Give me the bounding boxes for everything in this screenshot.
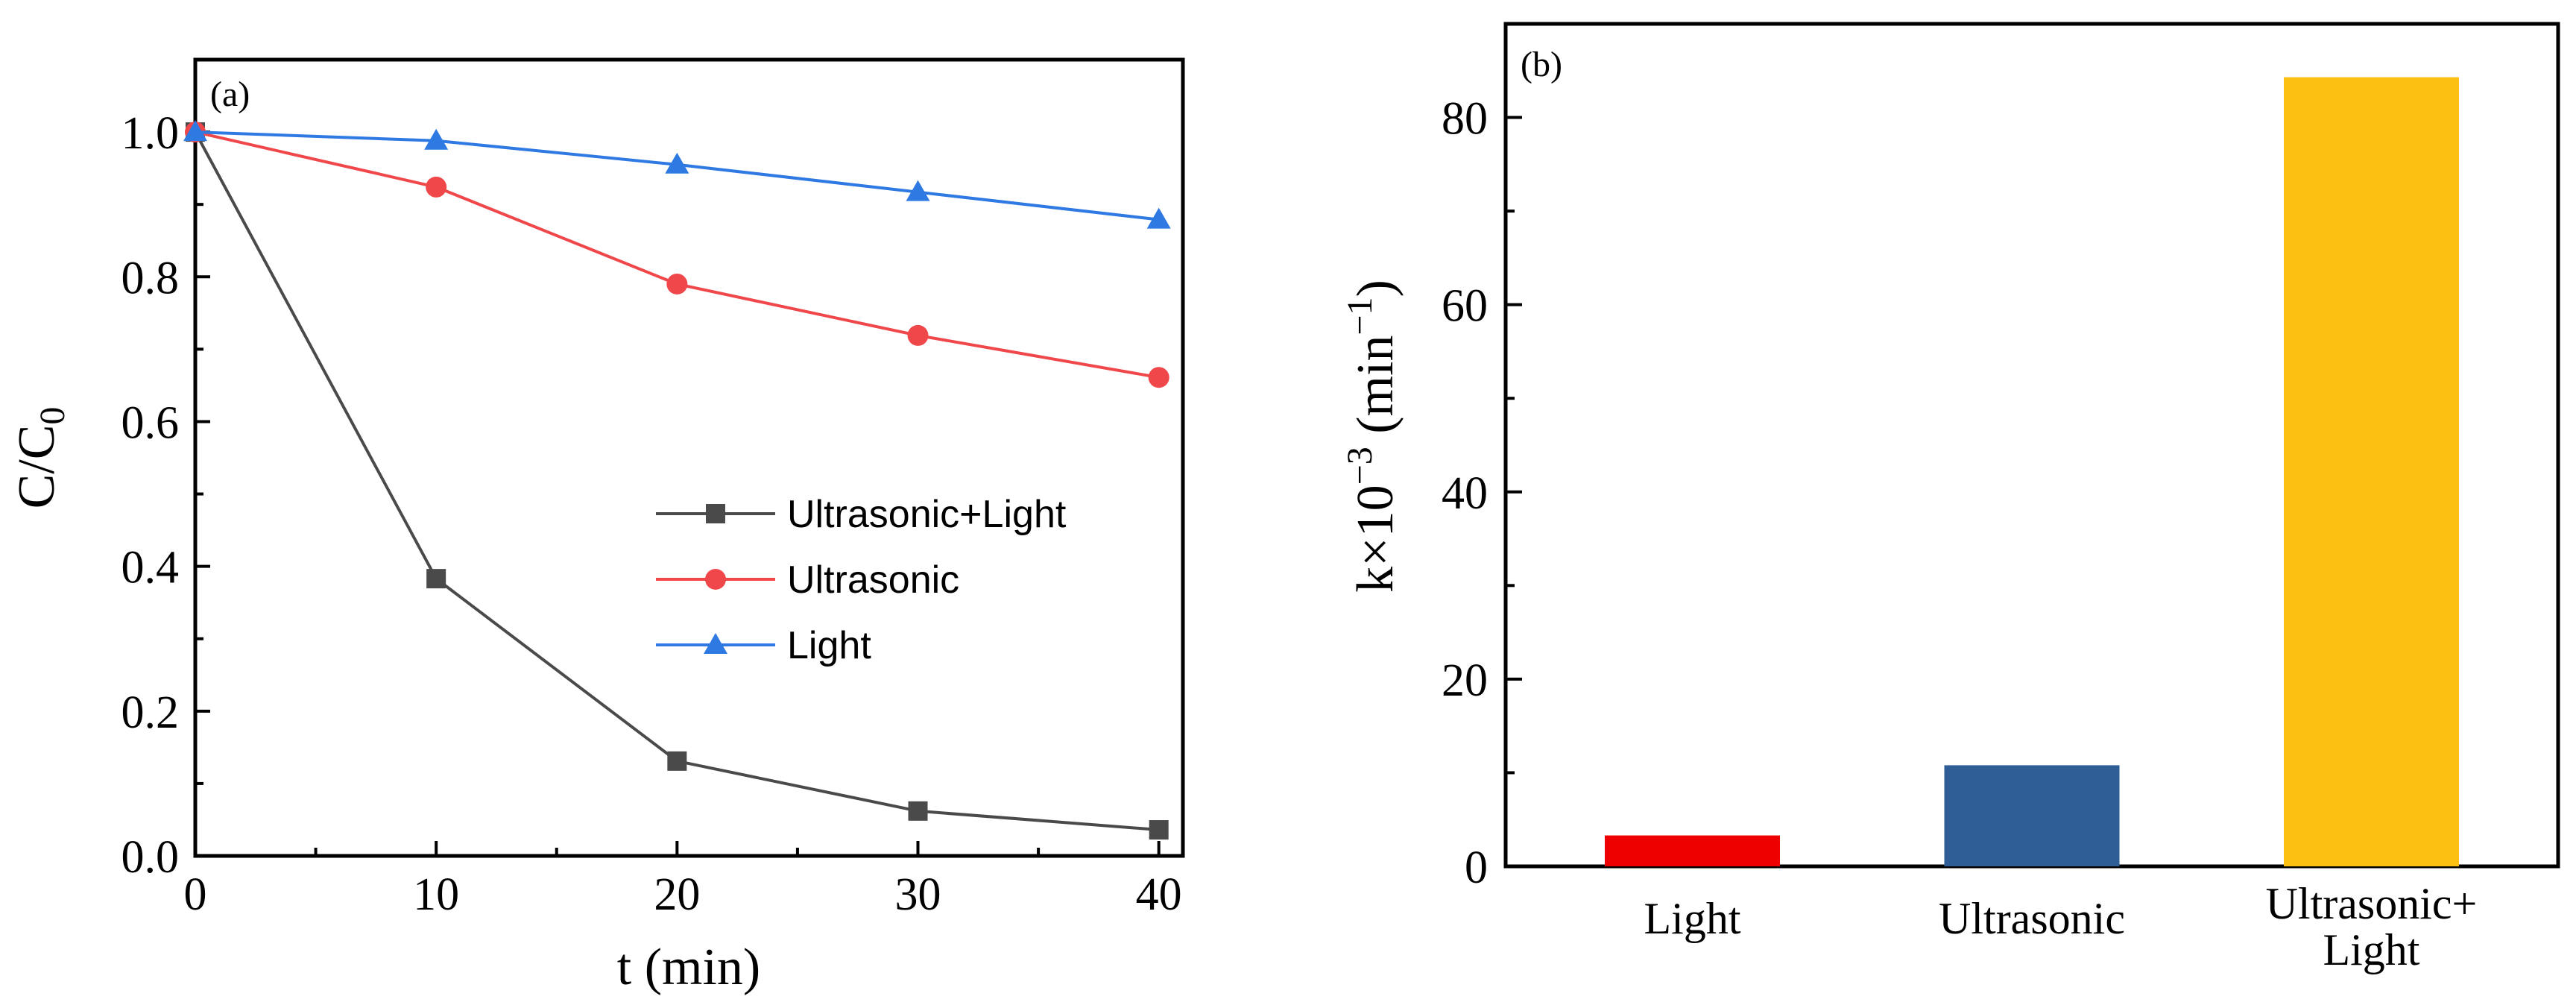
panel-a-plot-frame <box>193 57 1185 858</box>
panel-a-y-tick-label: 0.2 <box>121 687 180 738</box>
panel-b-category-label: Light <box>1644 894 1741 943</box>
panel-a-data-point <box>1148 367 1169 388</box>
panel-a-y-axis-title: C/C0 <box>8 407 72 509</box>
panel-a-data-point <box>908 801 928 821</box>
panel-b-bar <box>1605 835 1781 866</box>
panel-a-series-line <box>195 130 1159 221</box>
panel-b-y-tick-label: 80 <box>1442 94 1488 145</box>
panel-a-x-tick-label: 40 <box>1136 869 1182 920</box>
panel-b-category-label-line: Light <box>1644 894 1741 943</box>
panel-a-y-tick-label: 1.0 <box>121 108 180 159</box>
panel-a-data-point <box>667 751 687 771</box>
panel-a-legend-marker <box>706 504 725 523</box>
panel-a-x-tick-label: 10 <box>413 869 459 920</box>
panel-b-category-label-line: Ultrasonic+ <box>2266 879 2478 928</box>
panel-a-data-point <box>1146 207 1171 229</box>
panel-b-bar <box>1944 765 2120 866</box>
panel-a-data-point <box>666 273 688 294</box>
panel-a-legend: Ultrasonic+Light Ultrasonic Light <box>656 493 1067 667</box>
panel-a-x-tick-label: 0 <box>184 869 207 920</box>
panel-a-data-point <box>426 176 447 198</box>
panel-a-series-line <box>194 131 1159 832</box>
panel-a-legend-marker <box>705 569 726 590</box>
panel-b-label: (b) <box>1521 45 1562 84</box>
panel-b-y-tick-label: 40 <box>1442 468 1488 519</box>
panel-a-y-tick-label: 0.8 <box>121 253 180 303</box>
panel-a-series-0 <box>186 122 1169 840</box>
panel-a-label: (a) <box>210 75 250 114</box>
panel-a-x-tick-label: 30 <box>895 869 941 920</box>
panel-a-line-chart: (a) t (min) C/C0 0 10 20 30 40 0.0 0.2 0.4 0.6 0.… <box>8 57 1185 996</box>
panel-a-x-axis-title: t (min) <box>617 939 760 996</box>
panel-b-y-tick-label: 0 <box>1465 842 1488 893</box>
panel-b-y-tick-label: 20 <box>1442 655 1488 706</box>
panel-b-category-label-line: Light <box>2323 925 2419 974</box>
panel-a-data-point <box>1149 820 1169 840</box>
panel-b-bar <box>2283 77 2459 867</box>
panel-b-y-tick-label: 60 <box>1442 281 1488 332</box>
panel-a-data-point <box>906 180 930 201</box>
panel-a-data-point <box>665 152 689 174</box>
panel-b-y-axis-title: k×10−3 (min−1) <box>1340 280 1404 593</box>
panel-b-category-label-line: Ultrasonic <box>1939 894 2125 943</box>
panel-a-y-tick-label: 0.6 <box>121 397 180 448</box>
panel-b-category-label: Ultrasonic+ Light <box>2266 879 2478 974</box>
panel-a-y-tick-label: 0.4 <box>121 543 180 593</box>
panel-a-data-point <box>183 120 207 142</box>
panel-a-data-point <box>426 569 446 589</box>
panel-a-data-point <box>907 324 929 346</box>
panel-b-category-label: Ultrasonic <box>1939 894 2125 943</box>
panel-a-y-tick-label: 0.0 <box>121 832 180 883</box>
panel-a-legend-label: Ultrasonic+Light <box>787 493 1067 536</box>
panel-a-data-point <box>424 128 449 150</box>
panel-a-legend-label: Ultrasonic <box>787 558 959 602</box>
panel-a-x-tick-label: 20 <box>654 869 700 920</box>
panel-a-series-2 <box>183 120 1171 229</box>
panel-a-legend-label: Light <box>787 624 871 667</box>
panel-a-legend-marker <box>704 633 727 654</box>
